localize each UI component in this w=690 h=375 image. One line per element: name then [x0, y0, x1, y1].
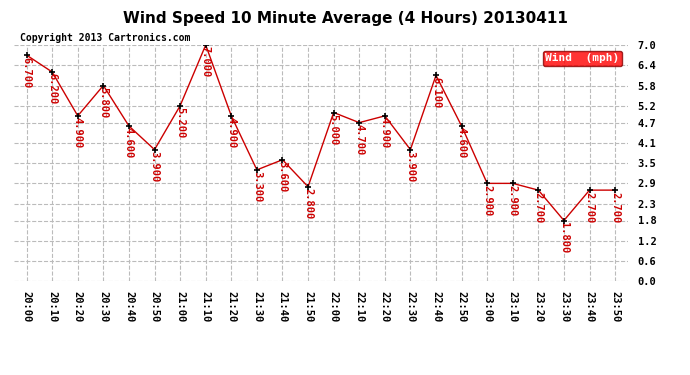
Text: 2.700: 2.700: [533, 192, 543, 223]
Text: 2.900: 2.900: [482, 185, 492, 216]
Text: 5.000: 5.000: [328, 114, 339, 145]
Text: 4.900: 4.900: [226, 117, 236, 148]
Text: 3.300: 3.300: [252, 171, 262, 202]
Text: 5.800: 5.800: [99, 87, 108, 118]
Text: 2.800: 2.800: [303, 188, 313, 219]
Text: 6.700: 6.700: [21, 57, 32, 88]
Text: 4.900: 4.900: [380, 117, 390, 148]
Text: 4.900: 4.900: [72, 117, 83, 148]
Text: 3.600: 3.600: [277, 161, 288, 192]
Text: 4.700: 4.700: [354, 124, 364, 155]
Text: 7.000: 7.000: [201, 46, 210, 78]
Text: 1.800: 1.800: [559, 222, 569, 253]
Text: 2.700: 2.700: [584, 192, 595, 223]
Text: 2.900: 2.900: [508, 185, 518, 216]
Text: 6.100: 6.100: [431, 77, 441, 108]
Text: 3.900: 3.900: [150, 151, 159, 182]
Text: Wind Speed 10 Minute Average (4 Hours) 20130411: Wind Speed 10 Minute Average (4 Hours) 2…: [123, 11, 567, 26]
Text: 6.200: 6.200: [47, 74, 57, 105]
Text: Copyright 2013 Cartronics.com: Copyright 2013 Cartronics.com: [20, 33, 190, 43]
Text: 5.200: 5.200: [175, 107, 185, 138]
Text: 4.600: 4.600: [457, 128, 466, 159]
Text: 4.600: 4.600: [124, 128, 134, 159]
Legend: Wind  (mph): Wind (mph): [542, 51, 622, 66]
Text: 3.900: 3.900: [406, 151, 415, 182]
Text: 2.700: 2.700: [610, 192, 620, 223]
